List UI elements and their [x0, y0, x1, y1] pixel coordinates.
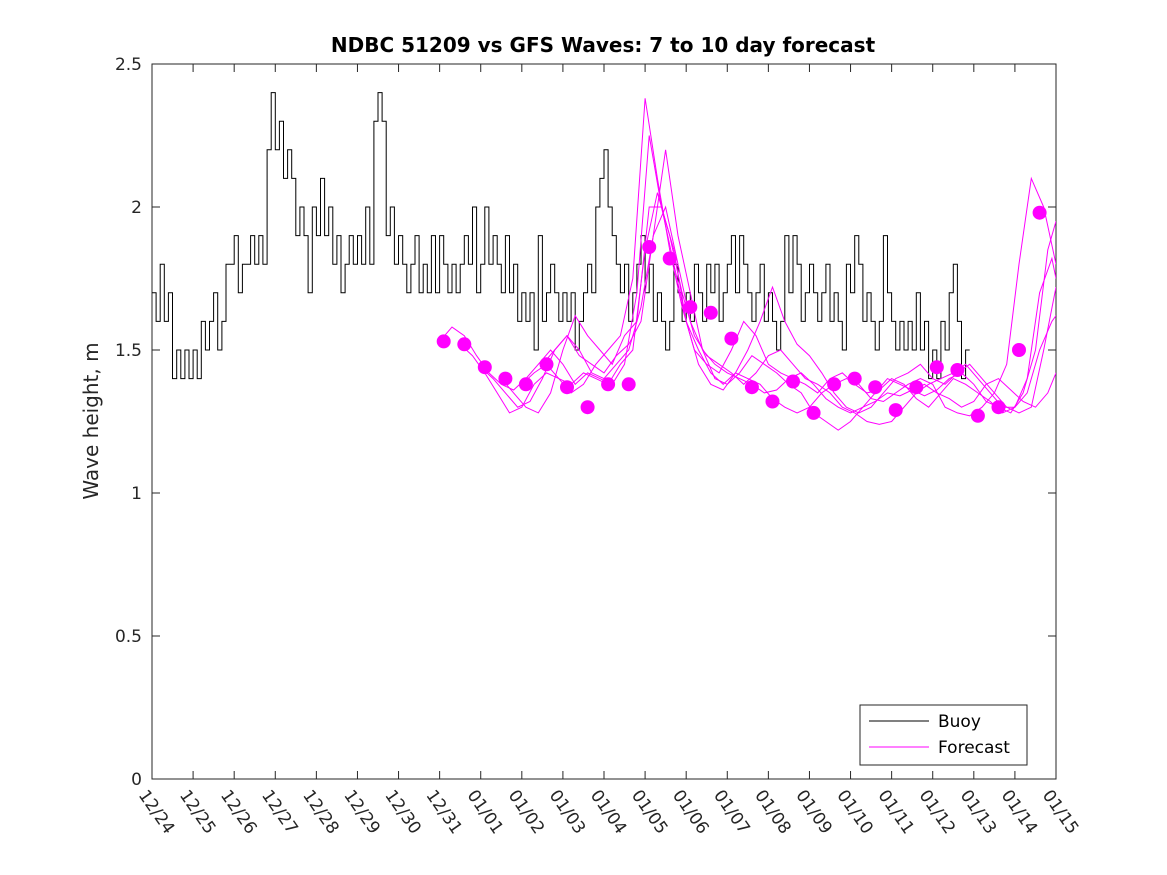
forecast-marker — [847, 371, 862, 386]
y-tick-label: 0.5 — [115, 627, 142, 647]
y-tick-label: 2 — [131, 198, 142, 218]
forecast-marker — [888, 403, 903, 418]
forecast-marker — [827, 377, 842, 392]
forecast-marker — [436, 334, 451, 349]
forecast-marker — [457, 337, 472, 352]
forecast-marker — [950, 363, 965, 377]
forecast-marker — [560, 380, 574, 395]
forecast-marker — [662, 251, 677, 266]
forecast-marker — [1012, 343, 1026, 357]
forecast-series-line-2 — [459, 98, 1056, 414]
forecast-marker — [580, 400, 595, 415]
forecast-marker — [786, 374, 800, 389]
forecast-marker — [970, 408, 985, 423]
forecast-marker — [868, 380, 883, 395]
forecast-marker — [724, 331, 739, 346]
forecast-marker — [683, 300, 698, 315]
forecast-marker — [601, 377, 616, 392]
legend-buoy-label: Buoy — [938, 712, 981, 732]
y-tick-label: 2.5 — [115, 55, 142, 75]
legend-forecast-label: Forecast — [938, 738, 1010, 758]
forecast-marker — [498, 371, 513, 386]
y-tick-label: 0 — [131, 770, 142, 790]
y-tick-label: 1 — [131, 484, 142, 504]
y-tick-label: 1.5 — [115, 341, 142, 361]
forecast-marker — [539, 357, 554, 372]
y-axis-label: Wave height, m — [79, 342, 103, 499]
buoy-series-line — [152, 92, 970, 380]
forecast-marker — [477, 360, 492, 375]
forecast-marker — [703, 305, 718, 320]
forecast-marker — [1032, 205, 1047, 220]
chart-title: NDBC 51209 vs GFS Waves: 7 to 10 day for… — [331, 33, 876, 57]
forecast-marker — [929, 360, 944, 375]
forecast-marker — [642, 240, 657, 254]
forecast-marker — [621, 377, 636, 392]
legend: Buoy Forecast — [859, 704, 1028, 766]
forecast-marker — [909, 380, 924, 395]
axes-box — [151, 63, 1057, 780]
forecast-marker — [991, 400, 1006, 415]
forecast-marker — [744, 380, 759, 395]
legend-box — [859, 704, 1028, 766]
forecast-series-line-5 — [521, 192, 1056, 425]
forecast-marker — [765, 394, 780, 409]
forecast-series-line-3 — [480, 149, 1056, 431]
forecast-marker — [518, 377, 533, 392]
forecast-marker — [806, 405, 821, 420]
forecast-series-line-6 — [542, 205, 1056, 414]
